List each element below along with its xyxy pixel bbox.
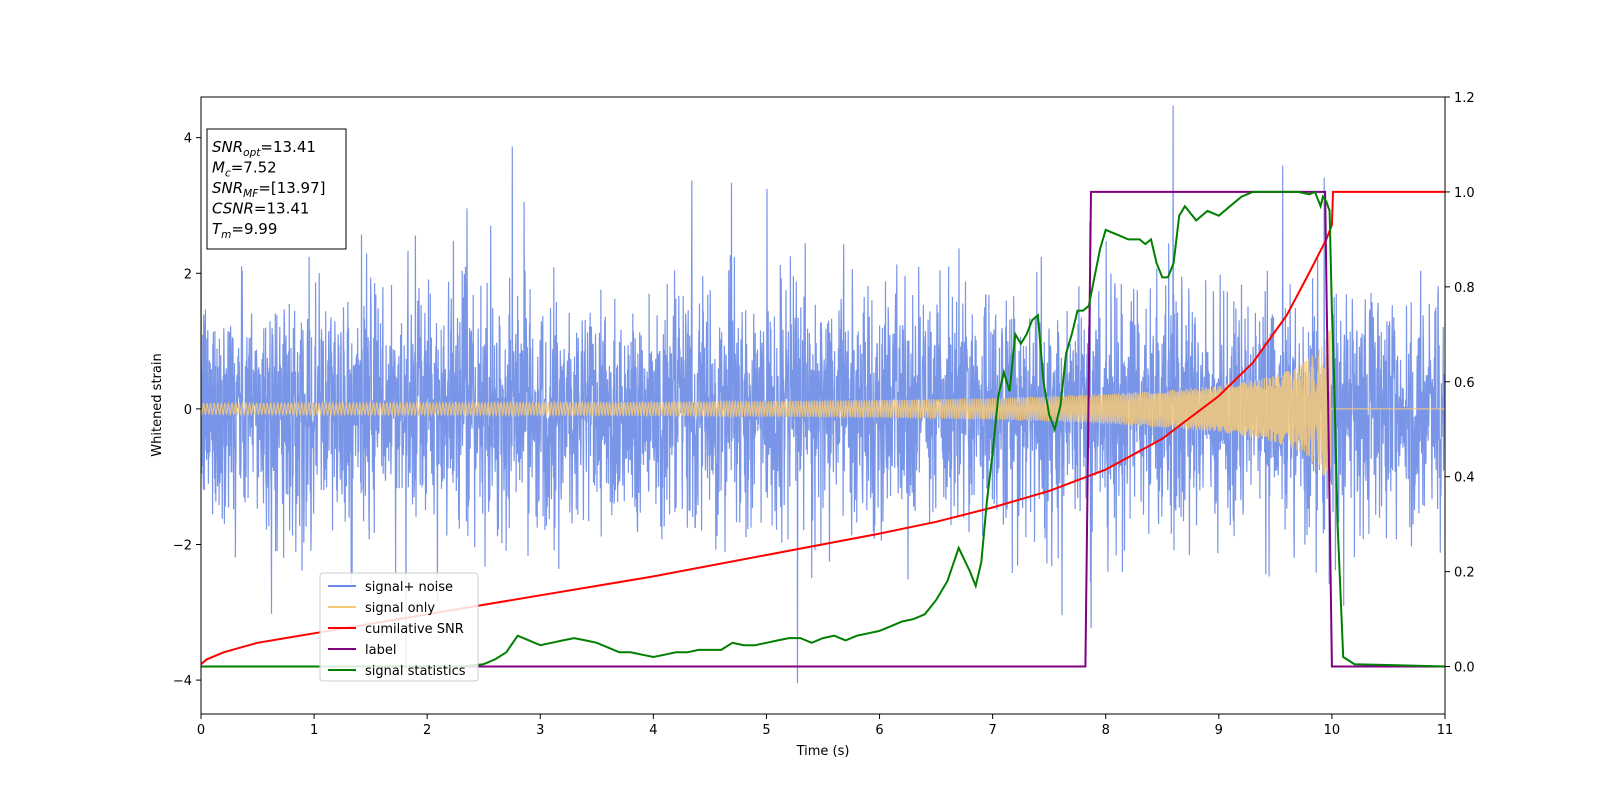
info-box-frame	[206, 128, 347, 250]
series-cumilative-snr	[201, 190, 1445, 665]
series-label	[201, 190, 1445, 668]
legend-label: signal statistics	[365, 664, 466, 679]
legend-label: signal+ noise	[365, 580, 453, 595]
y-right-tick-label: 0.2	[1454, 566, 1475, 581]
x-tick-label: 5	[762, 723, 770, 738]
x-axis-ticks: 0 1 2 3 4 5 6 7 8 9 10 11	[197, 714, 1453, 738]
y-right-tick-label: 1.0	[1454, 186, 1475, 201]
series-layer	[201, 105, 1445, 684]
y-left-tick-label: −2	[173, 538, 192, 553]
series-signal-noise	[201, 105, 1445, 684]
info-line: CSNR=13.41	[212, 200, 309, 218]
info-line: Tm=9.99	[212, 220, 277, 241]
x-tick-label: 2	[423, 723, 431, 738]
y-right-tick-label: 0.0	[1454, 661, 1475, 676]
series-signal-statistics	[201, 190, 1445, 668]
x-tick-label: 8	[1102, 723, 1110, 738]
x-axis-label: Time (s)	[796, 744, 850, 759]
x-tick-label: 11	[1437, 723, 1454, 738]
x-tick-label: 4	[649, 723, 657, 738]
legend-frame	[319, 572, 479, 682]
y-right-tick-label: 0.4	[1454, 471, 1475, 486]
legend-label: cumilative SNR	[365, 622, 464, 637]
y-right-axis-ticks: 0.0 0.2 0.4 0.6 0.8 1.0 1.2	[1445, 91, 1475, 676]
x-tick-label: 3	[536, 723, 544, 738]
y-left-tick-label: 4	[184, 132, 192, 147]
series-signal-only	[201, 330, 1445, 488]
legend-label: label	[365, 643, 396, 658]
y-left-tick-label: −4	[173, 674, 192, 689]
x-tick-label: 0	[197, 723, 205, 738]
info-line: Mc=7.52	[212, 159, 277, 180]
x-tick-label: 6	[875, 723, 883, 738]
info-line: SNRopt=13.41	[212, 138, 316, 159]
x-tick-label: 10	[1324, 723, 1341, 738]
y-right-tick-label: 0.6	[1454, 376, 1475, 391]
y-axis-label: Whitened strain	[150, 353, 165, 456]
plot-frame	[200, 96, 1446, 715]
legend: signal+ noise signal only cumilative SNR la…	[319, 572, 479, 682]
legend-label: signal only	[365, 601, 435, 616]
info-box: SNRopt=13.41Mc=7.52SNRMF=[13.97]CSNR=13.…	[206, 128, 347, 250]
x-tick-label: 1	[310, 723, 318, 738]
y-right-tick-label: 0.8	[1454, 281, 1475, 296]
x-tick-label: 7	[988, 723, 996, 738]
y-right-tick-label: 1.2	[1454, 91, 1475, 106]
x-tick-label: 9	[1215, 723, 1223, 738]
y-left-tick-label: 2	[184, 267, 192, 282]
info-line: SNRMF=[13.97]	[212, 179, 326, 200]
y-left-tick-label: 0	[184, 403, 192, 418]
y-left-axis-ticks: −4 −2 0 2 4	[173, 132, 201, 689]
